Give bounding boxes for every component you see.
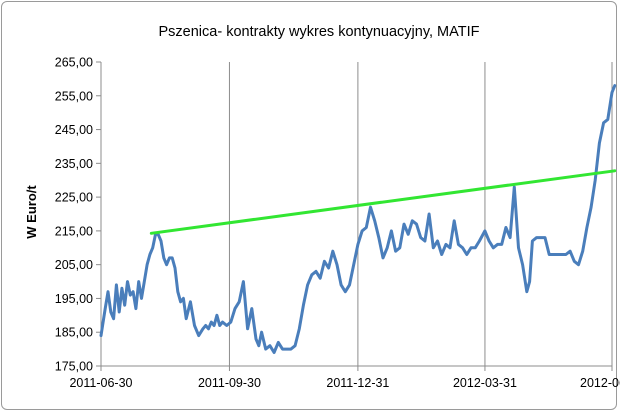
x-tick-label: 2012-06-30 [580, 376, 620, 390]
chart-title: Pszenica- kontrakty wykres kontynuacyjny… [159, 24, 480, 40]
grid-layer [228, 62, 613, 366]
y-tick-label: 265,00 [55, 56, 93, 70]
y-axis-label: W Euro/t [24, 185, 39, 239]
axis-layer [96, 61, 613, 371]
y-tick-label: 215,00 [55, 224, 93, 238]
y-tick-label: 245,00 [55, 123, 93, 137]
y-tick-label: 235,00 [55, 157, 93, 171]
x-tick-label: 2011-06-30 [69, 376, 132, 390]
y-tick-label: 205,00 [55, 258, 93, 272]
y-tick-label: 195,00 [55, 292, 93, 306]
x-tick-label: 2011-12-31 [326, 376, 389, 390]
y-tick-labels: 175,00 185,00 195,00 205,00 215,00 225,00 235,… [55, 56, 93, 374]
trend-line [149, 169, 617, 235]
x-tick-label: 2011-09-30 [198, 376, 261, 390]
series-layer [99, 84, 617, 354]
y-tick-label: 185,00 [55, 326, 93, 340]
y-tick-label: 225,00 [55, 191, 93, 205]
y-tick-label: 175,00 [55, 360, 93, 374]
price-series-line [99, 84, 617, 354]
x-tick-labels: 2011-06-30 2011-09-30 2011-12-31 2012-03-31… [69, 376, 620, 390]
x-tick-label: 2012-03-31 [453, 376, 517, 390]
y-tick-label: 255,00 [55, 89, 93, 103]
